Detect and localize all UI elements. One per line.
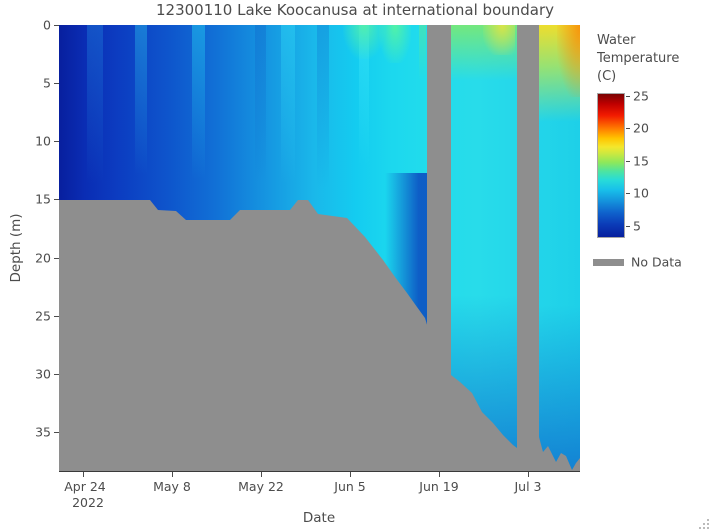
y-tick-mark	[54, 432, 59, 433]
y-tick-label: 35	[35, 424, 51, 440]
no-data-time-gap-1	[427, 25, 451, 471]
colorbar-title-line2: Temperature	[597, 51, 680, 66]
x-tick-label: May 22	[238, 479, 284, 494]
x-tick-label: Apr 24	[64, 479, 106, 494]
no-data-legend-label: No Data	[631, 254, 682, 270]
x-tick-mark	[439, 472, 440, 477]
colorbar-tick-label: 5	[633, 218, 641, 234]
colorbar-gradient	[597, 93, 625, 238]
chart-title: 12300110 Lake Koocanusa at international…	[155, 1, 555, 19]
colorbar-tick-label: 25	[633, 88, 649, 104]
colorbar-tick-mark	[626, 96, 630, 97]
y-tick-mark	[54, 374, 59, 375]
y-tick-mark	[54, 199, 59, 200]
x-tick-year-label: 2022	[72, 495, 104, 510]
x-tick-mark	[83, 472, 84, 477]
no-data-time-gap-2	[517, 25, 539, 471]
y-tick-mark	[54, 316, 59, 317]
x-tick-mark	[350, 472, 351, 477]
x-tick-label: May 8	[153, 479, 191, 494]
x-tick-label: Jun 19	[419, 479, 459, 494]
x-tick-mark	[528, 472, 529, 477]
x-tick-mark	[172, 472, 173, 477]
y-tick-mark	[54, 258, 59, 259]
y-tick-label: 30	[35, 366, 51, 382]
no-data-legend-swatch	[593, 259, 624, 266]
lake-bottom-no-data-region	[59, 200, 580, 471]
y-tick-label: 0	[43, 17, 51, 33]
colorbar-tick-label: 15	[633, 153, 649, 169]
y-axis-title: Depth (m)	[8, 213, 24, 283]
y-tick-label: 5	[43, 75, 51, 91]
resize-grip-icon[interactable]	[699, 519, 709, 529]
y-tick-mark	[54, 141, 59, 142]
colorbar-tick-label: 10	[633, 185, 649, 201]
x-tick-label: Jul 3	[514, 479, 542, 494]
colorbar-tick-mark	[626, 128, 630, 129]
colorbar-tick-mark	[626, 226, 630, 227]
y-tick-mark	[54, 83, 59, 84]
colorbar-tick-label: 20	[633, 120, 649, 136]
plot-area[interactable]	[59, 25, 580, 472]
y-tick-label: 25	[35, 308, 51, 324]
y-tick-mark	[54, 25, 59, 26]
x-tick-label: Jun 5	[334, 479, 366, 494]
colorbar-tick-mark	[626, 161, 630, 162]
x-axis-title: Date	[302, 510, 336, 526]
no-data-overlay	[59, 25, 580, 471]
x-tick-mark	[261, 472, 262, 477]
colorbar-title-line3: (C)	[597, 69, 617, 84]
y-tick-label: 10	[35, 133, 51, 149]
y-tick-label: 15	[35, 191, 51, 207]
y-tick-label: 20	[35, 250, 51, 266]
colorbar-title-line1: Water	[597, 33, 636, 48]
colorbar-tick-mark	[626, 193, 630, 194]
